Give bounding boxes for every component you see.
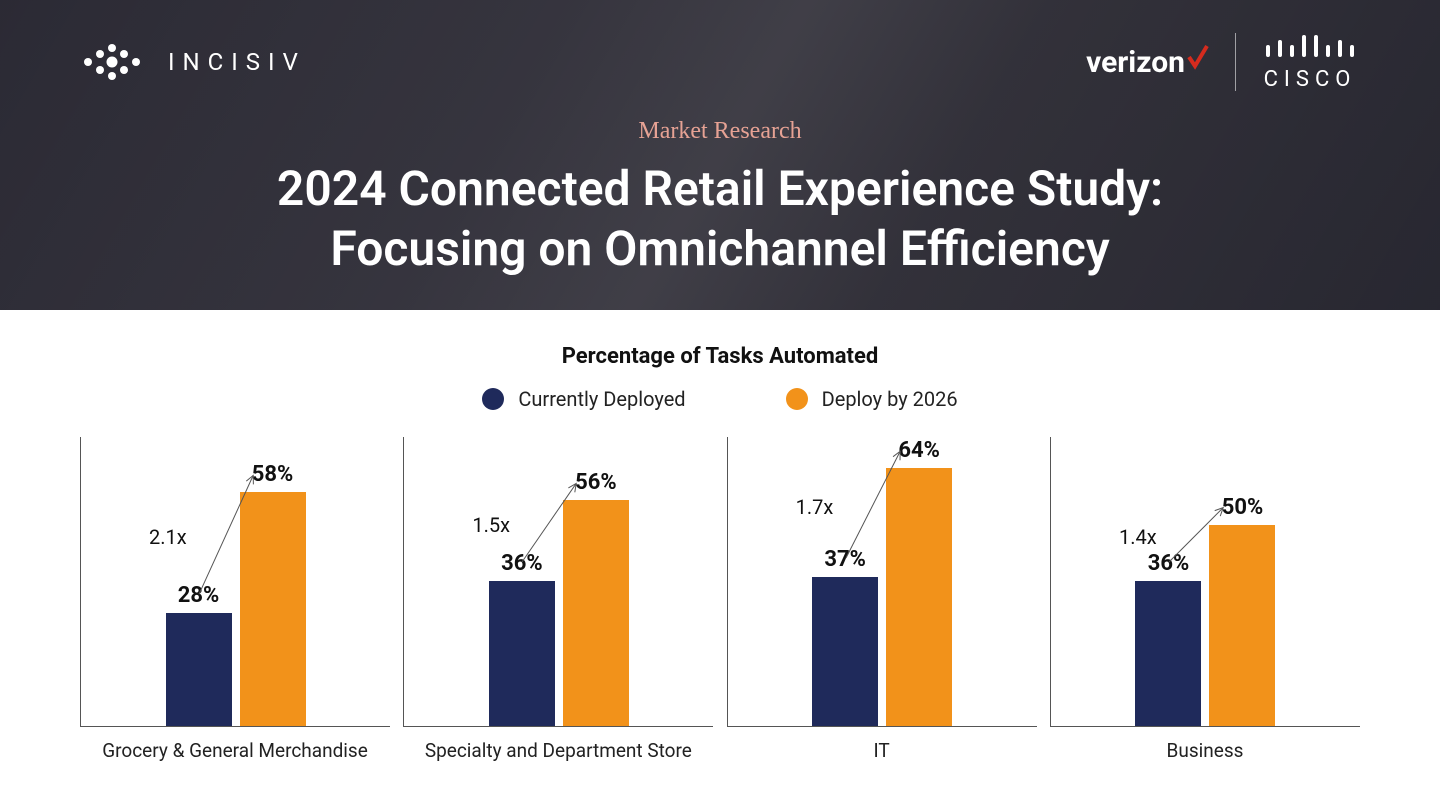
category-label: Grocery & General Merchandise (102, 739, 368, 762)
legend-dot-icon (786, 388, 808, 410)
cisco-wordmark: CISCO (1264, 67, 1357, 92)
chart-group: 36%56%1.5x Specialty and Department Store (403, 437, 713, 762)
chart-group: 37%64%1.7x IT (727, 437, 1037, 762)
incisiv-wordmark: INCISIV (168, 48, 306, 76)
arrow-icon (404, 437, 714, 727)
verizon-check-icon (1187, 43, 1209, 78)
incisiv-logo: INCISIV (82, 42, 306, 82)
logo-row: INCISIV verizon (82, 36, 1358, 88)
chart-group: 36%50%1.4x Business (1050, 437, 1360, 762)
cisco-bridge-icon (1262, 33, 1358, 65)
category-label: Business (1167, 739, 1244, 762)
sponsor-logos: verizon (1086, 33, 1358, 92)
legend-label: Deploy by 2026 (822, 387, 958, 411)
verizon-wordmark: verizon (1086, 45, 1185, 80)
legend-item: Deploy by 2026 (786, 387, 958, 411)
incisiv-mark-icon (82, 42, 154, 82)
chart-group: 28%58%2.1x Grocery & General Merchandise (80, 437, 390, 762)
legend-item: Currently Deployed (482, 387, 685, 411)
chart-plot: 37%64%1.7x (727, 437, 1037, 727)
verizon-logo: verizon (1086, 45, 1235, 80)
multiplier-label: 2.1x (149, 525, 187, 549)
legend-label: Currently Deployed (518, 387, 685, 411)
arrow-icon (728, 437, 1038, 727)
multiplier-label: 1.7x (796, 495, 834, 519)
category-label: Specialty and Department Store (425, 739, 692, 762)
hero-banner: INCISIV verizon (0, 0, 1440, 310)
multiplier-label: 1.5x (472, 513, 510, 537)
arrow-icon (81, 437, 391, 727)
chart-plot: 36%50%1.4x (1050, 437, 1360, 727)
chart-section: Percentage of Tasks Automated Currently … (0, 310, 1440, 762)
category-label: IT (874, 739, 890, 762)
multiplier-label: 1.4x (1119, 525, 1157, 549)
legend-dot-icon (482, 388, 504, 410)
hero-title-line2: Focusing on Omnichannel Efficiency (330, 220, 1109, 277)
chart-title: Percentage of Tasks Automated (60, 344, 1380, 369)
arrow-icon (1051, 437, 1361, 727)
chart-plot: 28%58%2.1x (80, 437, 390, 727)
hero-eyebrow: Market Research (82, 118, 1358, 145)
hero-title-line1: 2024 Connected Retail Experience Study: (277, 160, 1163, 217)
chart-legend: Currently Deployed Deploy by 2026 (60, 387, 1380, 411)
cisco-logo: CISCO (1236, 33, 1358, 92)
chart-plot: 36%56%1.5x (403, 437, 713, 727)
chart-groups: 28%58%2.1x Grocery & General Merchandise 3… (60, 437, 1380, 762)
hero-title: 2024 Connected Retail Experience Study: … (82, 159, 1358, 279)
